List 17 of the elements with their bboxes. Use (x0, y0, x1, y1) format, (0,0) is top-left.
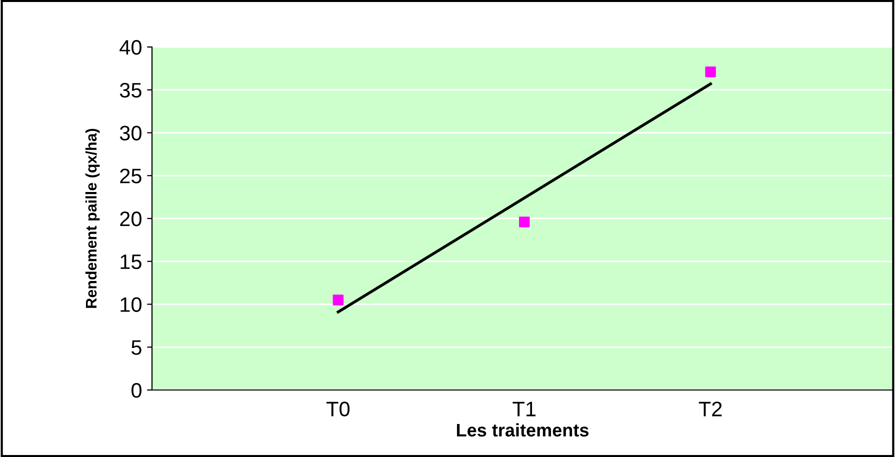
point (519, 216, 530, 228)
x-tick-label: T0 (326, 402, 350, 416)
y-axis-title: Rendement paille (qx/ha) (85, 128, 100, 308)
y-tick-label: 40 (120, 40, 142, 55)
point (332, 294, 344, 306)
x-tick-label: T2 (698, 402, 722, 416)
y-tick-label: 0 (132, 383, 142, 398)
y-tick-label: 25 (120, 168, 142, 184)
point (705, 66, 716, 78)
y-tick-label: 5 (132, 340, 142, 355)
y-tick-label: 15 (120, 254, 142, 270)
y-tick-label: 35 (120, 82, 142, 98)
x-axis-title: Les traitements (456, 423, 588, 437)
y-tick-label: 30 (120, 126, 142, 141)
y-tick-label: 20 (120, 212, 142, 226)
y-tick-label: 10 (120, 297, 142, 312)
x-tick-label: T1 (512, 402, 536, 416)
